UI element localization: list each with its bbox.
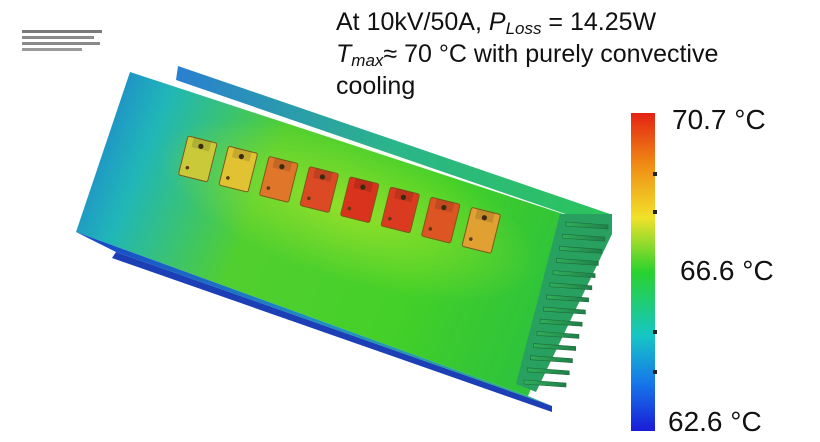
simulation-caption: At 10kV/50A, PLoss = 14.25W Tmax≈ 70 °C … (336, 6, 718, 102)
device-mount-hole (198, 143, 204, 149)
power-device (461, 207, 501, 254)
scale-max-label: 70.7 °C (672, 104, 766, 135)
heatsink-fin (523, 379, 567, 388)
power-device (299, 166, 339, 213)
device-body (218, 146, 258, 193)
device-body (380, 186, 420, 234)
tmax-symbol: T (336, 40, 352, 68)
scale-tick (653, 370, 657, 374)
device-marker (388, 216, 392, 221)
color-scale-bar (631, 113, 655, 431)
power-device (421, 197, 461, 244)
device-marker (266, 186, 271, 190)
heatsink-fin (533, 343, 576, 351)
device-mount-hole (441, 204, 447, 211)
scale-min-label: 62.6 °C (668, 406, 762, 437)
device-body (259, 156, 299, 203)
heatsink-fin (556, 258, 599, 266)
power-loss-value: = 14.25W (541, 8, 657, 36)
device-marker (226, 176, 230, 180)
device-body (461, 207, 501, 254)
heatsink-fin (543, 306, 586, 315)
device-mount-hole (400, 194, 407, 200)
tmax-text: ≈ 70 °C with purely convective (383, 40, 719, 68)
device-body (299, 166, 339, 213)
device-body (340, 176, 380, 223)
caption-line-1: At 10kV/50A, PLoss = 14.25W (336, 6, 718, 38)
color-scale-ticks (653, 172, 657, 374)
device-body (421, 197, 461, 244)
caption-line-3: cooling (336, 72, 416, 100)
power-device (259, 156, 299, 203)
heatsink-back-ledge (176, 66, 612, 230)
heatsink-fin (562, 233, 606, 242)
caption-prefix: At 10kV/50A, (336, 8, 489, 36)
logo-line (22, 42, 100, 45)
power-loss-symbol: P (488, 8, 506, 36)
logo-line (22, 36, 94, 39)
heatsink-fin (539, 318, 583, 327)
scale-tick (653, 330, 657, 334)
device-marker (347, 206, 352, 211)
power-device (218, 146, 258, 193)
heatsink-fin (546, 294, 589, 303)
device-marker (469, 237, 473, 241)
heatsink-fin (536, 331, 580, 339)
caption-line-2: Tmax≈ 70 °C with purely convective (336, 38, 718, 70)
heatsink-fin (559, 245, 602, 254)
institution-logo (22, 30, 102, 51)
device-marker (307, 196, 311, 201)
heatsink-fin (530, 355, 573, 364)
device-body (178, 135, 218, 183)
scale-tick (653, 172, 657, 176)
heatsink-fins (523, 221, 609, 388)
scale-mid-label: 66.6 °C (680, 255, 774, 286)
device-marker (185, 165, 190, 170)
heatsink-fin (526, 367, 570, 376)
tmax-subscript: max (351, 51, 384, 70)
heatsink-fin (565, 221, 609, 230)
device-marker (428, 227, 433, 231)
device-mount-hole (238, 153, 245, 160)
heatsink-fin (552, 270, 596, 278)
power-device (340, 176, 380, 223)
logo-line (22, 30, 102, 33)
power-device (380, 186, 420, 234)
power-device (178, 135, 218, 183)
device-mount-hole (319, 174, 326, 180)
device-mount-hole (360, 184, 366, 190)
device-mount-hole (279, 164, 285, 170)
heatsink-bottom-face (112, 252, 552, 412)
scale-tick (653, 210, 657, 214)
power-loss-subscript: Loss (505, 19, 542, 38)
heatsink-front-edge (76, 232, 552, 406)
logo-line (22, 48, 82, 51)
power-devices (178, 135, 501, 254)
heatsink-fin (549, 282, 593, 291)
device-mount-hole (481, 215, 488, 221)
